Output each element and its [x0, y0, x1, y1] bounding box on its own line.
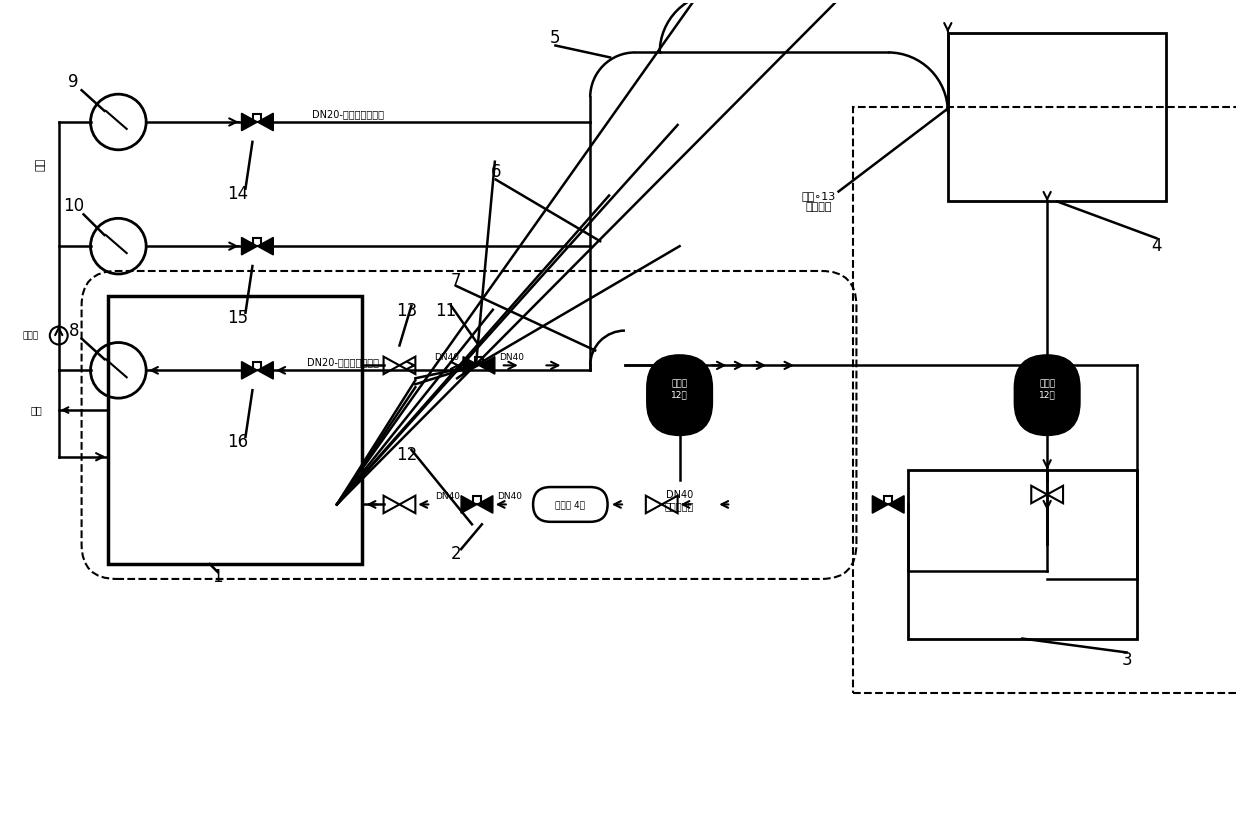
Text: DN20-冷水降温（回）: DN20-冷水降温（回）	[308, 357, 379, 367]
Polygon shape	[662, 496, 677, 513]
Bar	[472, 496, 481, 505]
Polygon shape	[258, 361, 273, 379]
Text: 3: 3	[1121, 651, 1132, 669]
Polygon shape	[646, 496, 662, 513]
Bar	[947, 33, 1167, 202]
Text: 补水: 补水	[36, 158, 46, 171]
Text: DN40
热水（进）: DN40 热水（进）	[665, 490, 694, 511]
Text: DN40: DN40	[435, 492, 460, 501]
Text: 13: 13	[396, 302, 417, 320]
Text: DN40: DN40	[497, 492, 522, 501]
Text: 4: 4	[1151, 237, 1162, 255]
Polygon shape	[888, 496, 904, 513]
Text: 外径∘13
待氧龙管: 外径∘13 待氧龙管	[801, 191, 836, 213]
Text: 排水: 排水	[31, 405, 42, 415]
Polygon shape	[1032, 486, 1047, 503]
Text: 12: 12	[396, 446, 417, 464]
Bar	[908, 470, 1137, 638]
FancyBboxPatch shape	[1014, 355, 1080, 435]
Bar	[884, 496, 893, 505]
Polygon shape	[463, 357, 479, 374]
Text: 10: 10	[63, 197, 84, 215]
Text: 6: 6	[491, 163, 501, 181]
Polygon shape	[399, 496, 415, 513]
Bar	[253, 114, 262, 122]
Text: 分水器 4组: 分水器 4组	[556, 500, 585, 509]
Text: DN40: DN40	[498, 354, 523, 362]
Polygon shape	[258, 113, 273, 131]
Polygon shape	[1047, 486, 1063, 503]
Text: 分水器
12组: 分水器 12组	[671, 380, 688, 399]
Bar	[253, 362, 262, 370]
Polygon shape	[258, 238, 273, 255]
FancyBboxPatch shape	[533, 487, 608, 522]
Polygon shape	[872, 496, 888, 513]
Polygon shape	[242, 113, 258, 131]
Bar	[475, 357, 482, 365]
Text: 8: 8	[68, 322, 79, 339]
Text: DN20-冷水降温（进）: DN20-冷水降温（进）	[312, 109, 384, 119]
Polygon shape	[383, 496, 399, 513]
Bar	[253, 239, 262, 246]
Text: 单向阀: 单向阀	[22, 331, 38, 340]
Bar	[853, 107, 1240, 693]
Polygon shape	[477, 496, 492, 513]
Polygon shape	[461, 496, 477, 513]
Text: 分水器
12组: 分水器 12组	[1039, 380, 1055, 399]
Polygon shape	[242, 238, 258, 255]
Polygon shape	[479, 357, 495, 374]
Text: 14: 14	[227, 185, 248, 202]
Bar	[108, 296, 362, 564]
Text: 11: 11	[435, 302, 456, 320]
Polygon shape	[399, 357, 415, 374]
FancyBboxPatch shape	[647, 355, 712, 435]
Polygon shape	[383, 357, 399, 374]
Text: 1: 1	[212, 568, 223, 586]
Text: DN40: DN40	[434, 354, 459, 362]
Polygon shape	[242, 361, 258, 379]
Text: 2: 2	[451, 545, 461, 563]
Text: 16: 16	[227, 433, 248, 451]
Text: 9: 9	[68, 73, 79, 92]
Text: 7: 7	[451, 272, 461, 290]
Text: 15: 15	[227, 308, 248, 327]
Text: 5: 5	[551, 29, 560, 46]
